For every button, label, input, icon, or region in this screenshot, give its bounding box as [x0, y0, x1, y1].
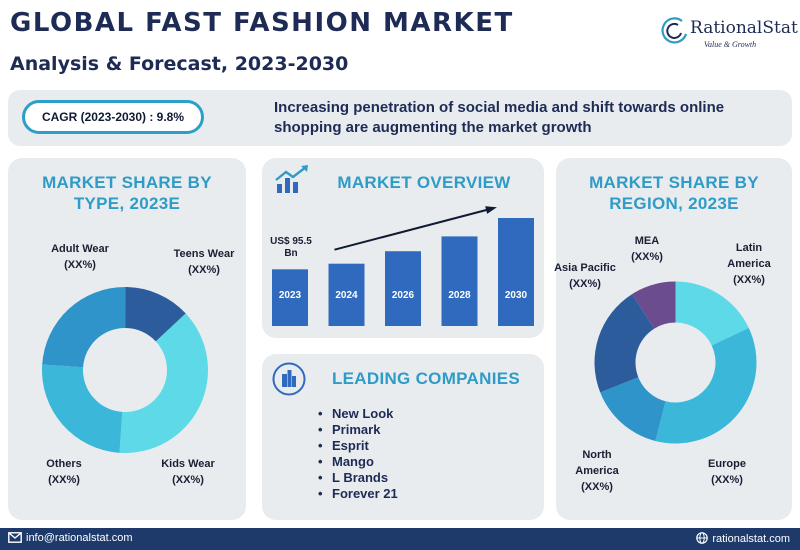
logo-swirl-icon: [661, 17, 688, 44]
region-slice-asia-pacific: [594, 294, 655, 393]
footer-website-text: rationalstat.com: [712, 533, 790, 545]
cagr-banner: CAGR (2023-2030) : 9.8% Increasing penet…: [8, 90, 792, 146]
cagr-pill: CAGR (2023-2030) : 9.8%: [22, 100, 204, 134]
bar-label-2028: 2028: [448, 290, 471, 301]
globe-icon: [696, 532, 709, 544]
leading-companies-card: LEADING COMPANIES: [262, 354, 544, 520]
label-adult-wear-name: Adult Wear: [51, 243, 109, 255]
bar-2028: [441, 236, 478, 326]
type-slice-kids-wear: [42, 287, 126, 368]
label-europe-value: (XX%): [711, 474, 743, 486]
company-item: Esprit: [318, 438, 398, 454]
label-others-name: Others: [46, 458, 82, 470]
bar-annotation: US$ 95.5 Bn: [266, 236, 316, 260]
label-north-america: North America (XX%): [560, 447, 634, 495]
page-title: GLOBAL FAST FASHION MARKET: [10, 8, 514, 38]
label-adult-wear-value: (XX%): [64, 259, 96, 271]
label-others: Others (XX%): [22, 456, 106, 488]
label-adult-wear: Adult Wear (XX%): [36, 241, 124, 273]
trend-arrow-line: [334, 207, 495, 251]
bar-2030: [498, 218, 534, 326]
company-item: Mango: [318, 454, 398, 470]
bar-annotation-text: US$ 95.5 Bn: [270, 236, 312, 259]
region-slice-mea: [632, 281, 676, 329]
label-asia-pacific: Asia Pacific (XX%): [550, 260, 620, 292]
bar-2026: [385, 251, 421, 326]
footer-email-text: info@rationalstat.com: [26, 532, 133, 544]
bar-label-2024: 2024: [335, 290, 358, 301]
growth-chart-icon: [275, 165, 308, 193]
label-north-america-name: North America: [575, 449, 619, 477]
leading-companies-title: LEADING COMPANIES: [331, 369, 521, 388]
label-latin-america-value: (XX%): [733, 274, 765, 286]
type-share-card: MARKET SHARE BY TYPE, 2023E: [8, 158, 246, 520]
footer-bar: info@rationalstat.com rationalstat.com: [0, 528, 800, 550]
label-europe: Europe (XX%): [692, 456, 762, 488]
buildings-icon: [272, 362, 306, 396]
type-donut-chart: [41, 287, 208, 453]
market-overview-card: MARKET OVERVIEW US$ 95.5 Bn 2023 2024 2026…: [262, 158, 544, 338]
bar-label-2023: 2023: [279, 290, 302, 301]
label-teens-wear: Teens Wear (XX%): [160, 246, 248, 278]
region-slice-north-america: [600, 377, 666, 441]
label-kids-wear-name: Kids Wear: [161, 458, 215, 470]
logo-name: RationalStat: [690, 18, 798, 38]
logo-tagline: Value & Growth: [704, 40, 757, 49]
label-kids-wear-value: (XX%): [172, 474, 204, 486]
company-item: Forever 21: [318, 486, 398, 502]
type-slice-others: [125, 287, 186, 342]
footer-website[interactable]: rationalstat.com: [696, 532, 790, 545]
type-slice-teens-wear: [41, 364, 123, 453]
region-donut-chart: [594, 281, 757, 444]
label-others-value: (XX%): [48, 474, 80, 486]
label-europe-name: Europe: [708, 458, 746, 470]
region-share-title: MARKET SHARE BY REGION, 2023E: [589, 173, 759, 213]
type-share-title: MARKET SHARE BY TYPE, 2023E: [42, 173, 212, 213]
mail-icon: [8, 532, 22, 543]
label-asia-pacific-value: (XX%): [569, 278, 601, 290]
label-mea: MEA (XX%): [612, 233, 682, 265]
label-mea-value: (XX%): [631, 251, 663, 263]
bar-label-2030: 2030: [505, 290, 528, 301]
brand-logo[interactable]: RationalStat Value & Growth: [660, 14, 798, 54]
company-item: New Look: [318, 406, 398, 422]
label-asia-pacific-name: Asia Pacific: [554, 262, 616, 274]
footer-email[interactable]: info@rationalstat.com: [8, 532, 133, 544]
banner-text: Increasing penetration of social media a…: [274, 99, 725, 136]
page-subtitle: Analysis & Forecast, 2023-2030: [10, 53, 349, 75]
company-item: L Brands: [318, 470, 398, 486]
market-overview-bar-chart: 2023 2024 2026 2028 2030: [272, 206, 534, 326]
market-overview-title: MARKET OVERVIEW: [337, 173, 511, 192]
label-mea-name: MEA: [634, 235, 660, 247]
type-slice-adult-wear: [119, 313, 208, 453]
label-latin-america-name: Latin America: [727, 242, 771, 270]
label-north-america-value: (XX%): [581, 481, 613, 493]
bar-label-2026: 2026: [392, 290, 415, 301]
companies-list: New Look Primark Esprit Mango L Brands F…: [318, 406, 398, 502]
region-slice-latin-america: [675, 281, 749, 346]
label-kids-wear: Kids Wear (XX%): [146, 456, 230, 488]
label-teens-wear-name: Teens Wear: [173, 248, 235, 260]
label-teens-wear-value: (XX%): [188, 264, 220, 276]
bar-2024: [328, 263, 365, 326]
label-latin-america: Latin America (XX%): [714, 240, 784, 288]
trend-arrow-head: [485, 206, 497, 214]
bar-2023: [272, 269, 308, 326]
region-slice-europe: [655, 328, 757, 444]
company-item: Primark: [318, 422, 398, 438]
